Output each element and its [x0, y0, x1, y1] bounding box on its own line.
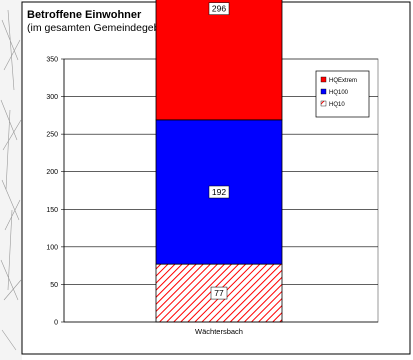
legend-swatch-hqextrem: [320, 76, 327, 83]
legend-label-hq100: HQ100: [329, 90, 349, 96]
data-labels: 77 192 296: [208, 2, 230, 300]
y-tick-label: 50: [50, 282, 58, 289]
bars: [155, 0, 283, 323]
y-tick-label: 350: [46, 57, 58, 64]
legend-swatch-hq100: [320, 88, 327, 95]
chart-title: Betroffene Einwohner: [27, 9, 142, 21]
data-label: 77: [214, 288, 224, 298]
map-background-strip: [0, 0, 22, 360]
data-label-box: [208, 185, 230, 199]
y-tick-label: 250: [46, 132, 58, 139]
data-label: 296: [212, 4, 226, 14]
y-tick-label: 100: [46, 244, 58, 251]
y-tick-label: 0: [54, 320, 58, 327]
y-axis-ticks: 0 50 100 150 200 250 300 350: [46, 57, 64, 327]
legend: HQExtrem HQ100 HQ10: [315, 70, 370, 118]
y-tick-label: 300: [46, 94, 58, 101]
bar-hqextrem: [155, 0, 283, 121]
chart-subtitle: (im gesamten Gemeindegebiet): [27, 22, 174, 34]
legend-label-hqextrem: HQExtrem: [329, 78, 357, 84]
data-label-box: [210, 286, 228, 300]
y-tick-label: 200: [46, 169, 58, 176]
data-label-box: [208, 2, 230, 15]
y-tick-label: 150: [46, 207, 58, 214]
legend-swatch-hq10: [320, 100, 327, 107]
legend-label-hq10: HQ10: [329, 102, 345, 108]
x-category-label: Wächtersbach: [195, 327, 243, 336]
data-label: 192: [212, 187, 226, 197]
